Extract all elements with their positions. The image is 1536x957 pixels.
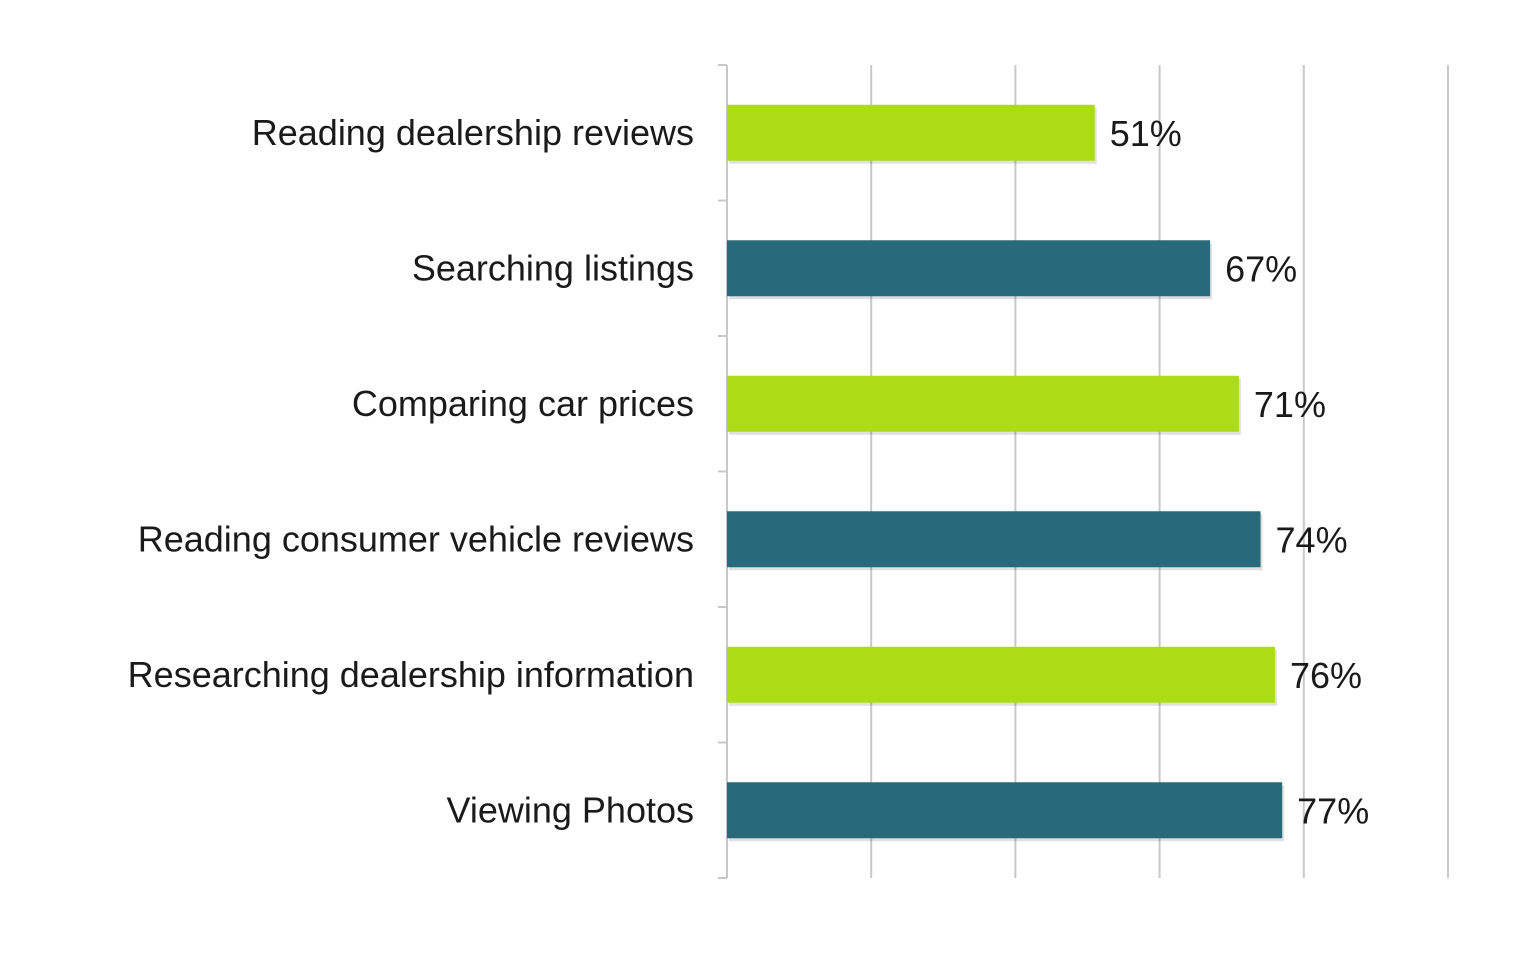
bar <box>727 375 1239 432</box>
value-label: 67% <box>1225 248 1297 289</box>
value-label: 76% <box>1290 655 1362 696</box>
bar <box>727 782 1283 839</box>
bars-layer <box>727 104 1285 842</box>
y-axis <box>718 64 728 879</box>
bar <box>727 104 1095 161</box>
bar <box>727 646 1275 703</box>
category-label: Reading dealership reviews <box>252 112 694 153</box>
category-label: Searching listings <box>412 247 694 288</box>
value-labels: 51% 67% 71% 74% 76% 77% <box>1110 113 1370 832</box>
category-label: Comparing car prices <box>352 383 694 424</box>
category-labels: Reading dealership reviews Searching list… <box>128 112 694 831</box>
value-label: 74% <box>1276 519 1348 560</box>
value-label: 71% <box>1254 384 1326 425</box>
bar <box>727 511 1261 568</box>
bar <box>727 240 1211 297</box>
value-label: 51% <box>1110 113 1182 154</box>
category-label: Reading consumer vehicle reviews <box>138 518 694 559</box>
category-label: Researching dealership information <box>128 654 694 695</box>
value-label: 77% <box>1297 790 1369 831</box>
category-label: Viewing Photos <box>447 789 695 830</box>
grid-layer <box>870 65 1449 878</box>
